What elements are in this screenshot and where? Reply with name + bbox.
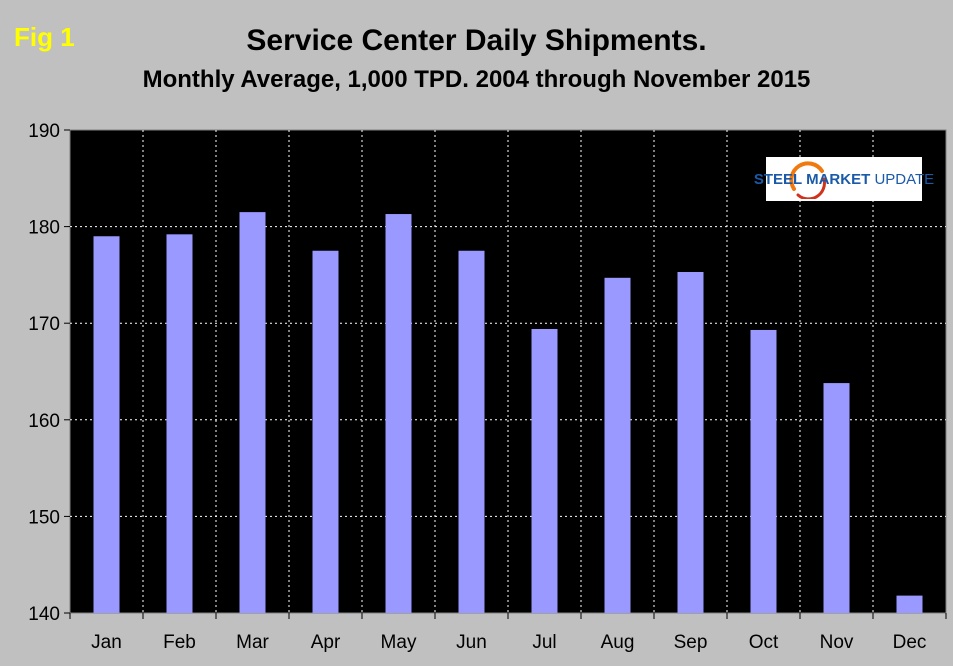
- x-tick-label-jun: Jun: [456, 632, 487, 653]
- x-tick-label-oct: Oct: [749, 632, 779, 653]
- y-tick-label: 160: [28, 411, 60, 432]
- bar-jun: [458, 250, 485, 613]
- y-tick-label: 190: [28, 121, 60, 142]
- gridlines: [70, 130, 946, 613]
- chart-title: Service Center Daily Shipments.: [246, 24, 707, 57]
- bar-may: [385, 214, 412, 614]
- bar-aug: [604, 277, 631, 613]
- x-tick-label-mar: Mar: [236, 632, 269, 653]
- bar-jan: [93, 236, 120, 613]
- x-tick-label-jan: Jan: [91, 632, 122, 653]
- bar-sep: [677, 272, 704, 613]
- x-tick-label-aug: Aug: [601, 632, 635, 653]
- bar-dec: [896, 595, 923, 613]
- bar-jul: [531, 328, 558, 613]
- x-tick-label-nov: Nov: [820, 632, 854, 653]
- y-tick-label: 170: [28, 314, 60, 335]
- bar-oct: [750, 329, 777, 613]
- logo-update-text: UPDATE: [874, 170, 935, 188]
- swoosh-logo-icon: [789, 161, 826, 199]
- bar-nov: [823, 383, 850, 613]
- y-tick-label: 140: [28, 604, 60, 625]
- y-tick-label: 180: [28, 218, 60, 239]
- x-tick-label-apr: Apr: [311, 632, 341, 653]
- bar-mar: [239, 212, 266, 614]
- y-tick-label: 150: [28, 507, 60, 528]
- x-tick-label-may: May: [381, 632, 417, 653]
- x-axis-ticks: Jan Feb Mar Apr May Jun Jul Aug Sep Oct Nov Dec: [69, 613, 947, 653]
- chart-subtitle: Monthly Average, 1,000 TPD. 2004 through…: [142, 66, 811, 93]
- bar-feb: [166, 234, 193, 613]
- bars: [93, 212, 923, 614]
- x-tick-label-sep: Sep: [674, 632, 708, 653]
- y-axis-ticks: 140 150 160 170 180 190: [28, 121, 70, 625]
- logo-market-text: MARKET: [806, 170, 871, 188]
- x-tick-label-dec: Dec: [893, 632, 927, 653]
- x-tick-label-jul: Jul: [532, 632, 556, 653]
- logo-steel-text: STEEL: [753, 170, 802, 188]
- figure-label: Fig 1: [14, 22, 75, 52]
- steel-market-update-logo: STEEL MARKET UPDATE: [754, 157, 934, 201]
- x-tick-label-feb: Feb: [163, 632, 196, 653]
- bar-apr: [312, 250, 339, 613]
